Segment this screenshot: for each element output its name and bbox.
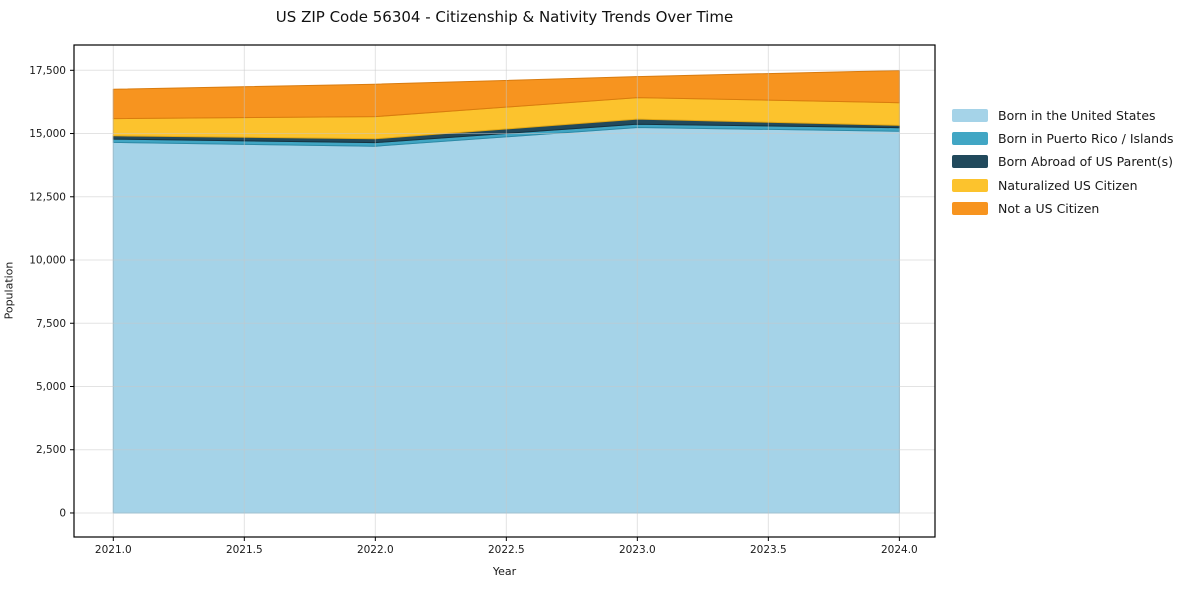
y-tick-label: 7,500 bbox=[36, 318, 66, 330]
plot-border bbox=[73, 44, 936, 538]
y-axis-label: Population bbox=[2, 261, 16, 320]
x-tick-label: 2021.5 bbox=[226, 544, 263, 556]
legend-swatch-not-citizen-icon bbox=[952, 201, 988, 215]
y-tick-label: 5,000 bbox=[36, 381, 66, 393]
legend-item: Not a US Citizen bbox=[952, 197, 1174, 220]
legend-label: Not a US Citizen bbox=[998, 200, 1100, 216]
legend-swatch-born-pr-icon bbox=[952, 132, 988, 146]
legend-label: Born Abroad of US Parent(s) bbox=[998, 154, 1173, 170]
legend: Born in the United States Born in Puerto… bbox=[952, 104, 1174, 220]
y-tick-label: 17,500 bbox=[29, 65, 66, 77]
y-tick-label: 15,000 bbox=[29, 128, 66, 140]
legend-item: Born in Puerto Rico / Islands bbox=[952, 127, 1174, 150]
legend-label: Born in the United States bbox=[998, 108, 1156, 124]
legend-swatch-born-us-icon bbox=[952, 109, 988, 123]
legend-swatch-naturalized-icon bbox=[952, 178, 988, 192]
y-tick-label: 0 bbox=[59, 507, 66, 519]
legend-item: Born Abroad of US Parent(s) bbox=[952, 150, 1174, 173]
legend-label: Naturalized US Citizen bbox=[998, 177, 1138, 193]
y-tick-label: 12,500 bbox=[29, 191, 66, 203]
x-tick-label: 2023.5 bbox=[750, 544, 787, 556]
legend-item: Born in the United States bbox=[952, 104, 1174, 127]
x-tick-label: 2023.0 bbox=[619, 544, 656, 556]
x-axis-label: Year bbox=[492, 565, 517, 578]
y-tick-label: 10,000 bbox=[29, 255, 66, 267]
chart-title: US ZIP Code 56304 - Citizenship & Nativi… bbox=[275, 8, 734, 26]
y-tick-label: 2,500 bbox=[36, 444, 66, 456]
x-tick-label: 2022.5 bbox=[488, 544, 525, 556]
legend-item: Naturalized US Citizen bbox=[952, 174, 1174, 197]
legend-label: Born in Puerto Rico / Islands bbox=[998, 131, 1174, 147]
x-tick-label: 2022.0 bbox=[357, 544, 394, 556]
x-tick-label: 2024.0 bbox=[881, 544, 918, 556]
x-tick-label: 2021.0 bbox=[95, 544, 132, 556]
legend-swatch-born-abroad-icon bbox=[952, 155, 988, 169]
